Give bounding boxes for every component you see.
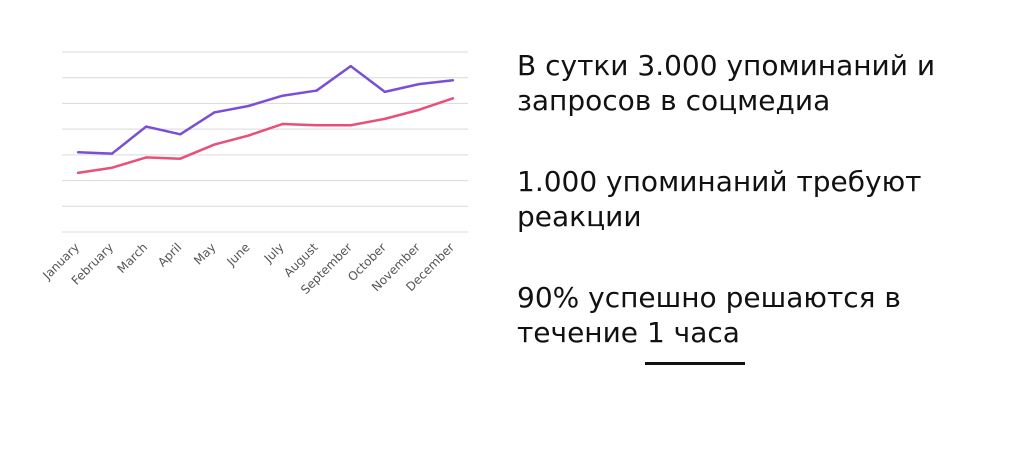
- series-1-point: [110, 152, 114, 155]
- series-2-point: [213, 143, 216, 146]
- series-line-1: [77, 64, 454, 155]
- facts-list: В сутки 3.000 упоминаний и запросов в со…: [517, 48, 987, 350]
- series-line-2: [77, 97, 454, 175]
- x-tick-label: March: [115, 240, 151, 276]
- fact-mentions-need-reaction: 1.000 упоминаний требуют реакции: [517, 165, 922, 233]
- fact-resolution-time-emphasis: 1 часа: [646, 316, 740, 349]
- series-2-point: [110, 166, 114, 169]
- fact-resolution-time: 90% успешно решаются в течение 1 часа: [517, 280, 987, 350]
- x-tick-label: June: [223, 240, 252, 269]
- series-2-point: [144, 156, 148, 159]
- emphasis-underline: [645, 362, 745, 365]
- x-tick-label: July: [261, 240, 287, 266]
- series-1-point: [213, 111, 216, 114]
- series-2-point: [451, 97, 455, 100]
- series-1-point: [417, 82, 421, 86]
- series-1-point: [76, 151, 80, 154]
- series-1-point: [383, 90, 387, 94]
- series-1-point: [315, 89, 318, 92]
- series-2-point: [281, 122, 284, 126]
- series-1-point: [144, 125, 148, 128]
- fact-daily-mentions: В сутки 3.000 упоминаний и запросов в со…: [517, 49, 936, 117]
- series-2-point: [179, 157, 182, 160]
- series-1-point: [451, 79, 455, 82]
- series-2-point: [76, 171, 80, 175]
- series-1-point: [349, 64, 352, 68]
- series-2-point: [315, 124, 318, 127]
- x-tick-label: May: [191, 240, 218, 267]
- series-1-point: [179, 133, 182, 136]
- x-tick-label: April: [155, 240, 184, 269]
- series-2-point: [383, 117, 387, 121]
- series-2-point: [349, 124, 352, 127]
- series-1-point: [281, 94, 284, 97]
- series-2-point: [247, 134, 250, 137]
- fact-resolution-time-prefix: 90% успешно решаются в течение: [517, 281, 901, 349]
- series-1-point: [247, 104, 250, 108]
- series-2-point: [417, 108, 421, 112]
